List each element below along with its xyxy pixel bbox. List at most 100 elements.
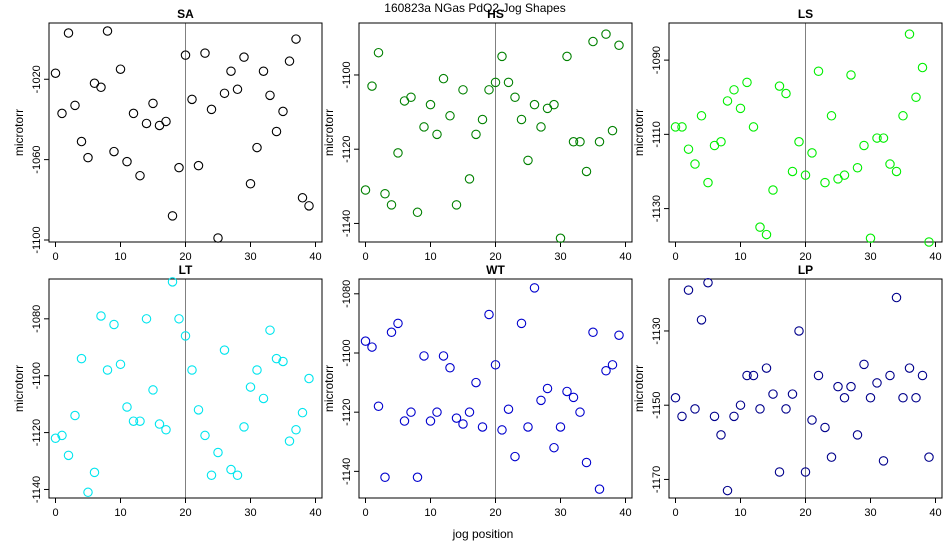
data-point: [690, 404, 700, 414]
y-tick-label: -1110: [651, 121, 663, 148]
data-point: [63, 450, 74, 461]
data-point: [703, 277, 713, 288]
data-point: [451, 200, 462, 210]
data-point: [859, 359, 869, 370]
y-tick-label: -1100: [31, 362, 43, 389]
data-point: [252, 142, 262, 153]
data-point: [83, 152, 93, 163]
data-point: [57, 430, 67, 441]
data-point: [601, 29, 611, 39]
x-tick-label: 30: [864, 507, 876, 519]
data-point: [911, 92, 921, 102]
data-point: [96, 311, 106, 321]
data-point: [167, 277, 178, 287]
data-point: [432, 129, 442, 140]
data-point: [393, 318, 403, 329]
data-point: [690, 159, 700, 169]
data-point: [477, 114, 488, 125]
panel-title: LS: [798, 7, 813, 21]
data-point: [670, 122, 681, 132]
data-point: [386, 200, 397, 210]
data-point: [239, 52, 249, 62]
data-point: [891, 166, 902, 177]
y-tick-label: -1120: [31, 419, 43, 446]
y-tick-label: -1120: [341, 399, 353, 426]
data-point: [516, 318, 527, 329]
data-point: [226, 464, 236, 475]
data-point: [219, 345, 230, 355]
data-point: [735, 103, 746, 114]
data-point: [304, 373, 314, 384]
data-point: [128, 108, 139, 119]
data-point: [148, 385, 158, 395]
data-point: [575, 137, 585, 147]
data-point: [781, 88, 791, 99]
data-point: [568, 392, 579, 403]
data-point: [852, 430, 863, 440]
data-point: [696, 315, 707, 325]
data-point: [614, 330, 624, 340]
data-point: [432, 407, 442, 417]
x-tick-label: 20: [179, 507, 191, 519]
data-point: [555, 422, 566, 432]
y-tick-label: -1020: [31, 65, 43, 93]
data-point: [271, 126, 282, 137]
data-point: [891, 292, 902, 303]
data-point: [373, 47, 384, 58]
data-point: [807, 415, 817, 425]
data-point: [245, 382, 256, 392]
panel-wt: WT 0 10 20 30 40 -1140 -1120 -1100 -1080 microtorr: [322, 263, 633, 519]
y-axis-label: microtorr: [12, 109, 26, 156]
data-point: [594, 137, 605, 147]
data-point: [360, 336, 371, 346]
data-point: [768, 389, 778, 399]
data-point: [826, 452, 837, 462]
data-point: [588, 327, 598, 338]
data-point: [393, 148, 403, 158]
data-point: [399, 416, 410, 426]
data-point: [904, 29, 915, 39]
data-point: [265, 325, 275, 335]
panel-grid: SA 0 10 20 30 40 -1100 -1060 -1020 microtorr HS 0 10…: [12, 7, 943, 519]
data-point: [839, 393, 850, 403]
data-point: [813, 66, 824, 77]
data-point: [291, 424, 301, 435]
y-tick-label: -1100: [341, 339, 353, 366]
data-point: [497, 425, 507, 435]
data-point: [774, 81, 785, 91]
data-point: [96, 82, 106, 93]
data-point: [297, 193, 308, 203]
y-axis-label: microtorr: [322, 109, 336, 156]
data-point: [787, 166, 798, 177]
y-tick-label: -1170: [651, 466, 663, 493]
data-point: [232, 470, 243, 480]
data-point: [542, 383, 553, 394]
data-point: [722, 96, 733, 106]
data-point: [291, 34, 301, 44]
data-point: [549, 99, 559, 110]
x-tick-label: 10: [424, 251, 436, 263]
data-point: [304, 201, 314, 211]
data-point: [716, 137, 726, 147]
y-tick-label: -1090: [651, 46, 663, 74]
x-tick-label: 10: [424, 507, 436, 519]
x-tick-label: 40: [309, 251, 321, 263]
x-tick-label: 30: [554, 507, 566, 519]
y-tick-label: -1080: [341, 280, 353, 308]
data-point: [89, 467, 100, 478]
x-tick-label: 30: [244, 251, 256, 263]
data-point: [885, 370, 895, 381]
data-point: [297, 407, 308, 418]
data-point: [542, 103, 553, 114]
panel-title: WT: [486, 263, 505, 277]
data-point: [497, 51, 507, 62]
data-point: [213, 447, 223, 458]
data-point: [568, 137, 579, 147]
panel-ls: LS 0 10 20 30 40 -1130 -1110 -1090 microtorr: [632, 7, 943, 263]
data-point: [614, 40, 624, 51]
x-tick-label: 10: [734, 251, 746, 263]
data-point: [193, 405, 204, 415]
data-point: [122, 156, 132, 167]
data-point: [878, 133, 889, 143]
